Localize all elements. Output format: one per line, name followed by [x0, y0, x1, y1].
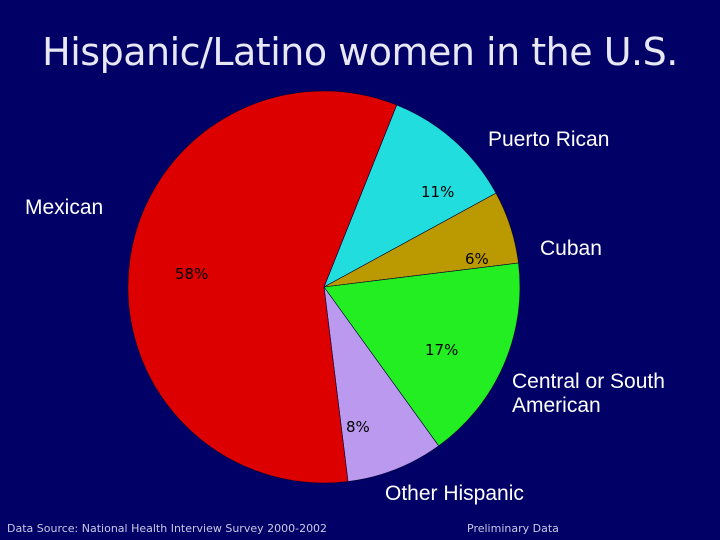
chart-title: Hispanic/Latino women in the U.S. [42, 30, 678, 74]
slice-value-other-hispanic: 8% [346, 418, 370, 436]
data-source-note: Data Source: National Health Interview S… [7, 522, 328, 535]
pie-slice-central-or-south-american [323, 262, 521, 447]
slice-label-central-or-south-american: Central or South American [512, 370, 665, 417]
slice-value-mexican: 58% [175, 265, 208, 283]
slice-label-cuban: Cuban [540, 237, 602, 260]
slice-label-other-hispanic: Other Hispanic [385, 482, 524, 505]
slice-value-central-or-south-american: 17% [425, 341, 458, 359]
pie-slice-other-hispanic [323, 286, 440, 482]
slice-value-cuban: 6% [465, 250, 489, 268]
preliminary-note: Preliminary Data [467, 522, 559, 535]
slice-value-puerto-rican: 11% [421, 183, 454, 201]
slice-label-puerto-rican: Puerto Rican [488, 128, 609, 151]
pie-slice-mexican [127, 90, 398, 484]
pie-slice-puerto-rican [323, 104, 497, 288]
slice-label-mexican: Mexican [25, 196, 103, 219]
